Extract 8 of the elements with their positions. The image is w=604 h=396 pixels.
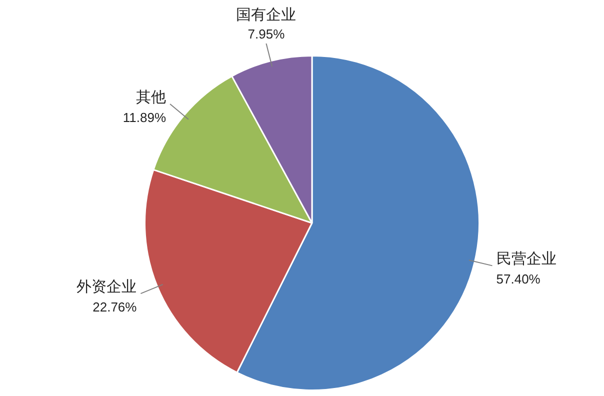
data-label: 11.89%: [122, 110, 166, 125]
data-label: 57.40%: [496, 272, 541, 287]
slice-label: 国有企业: [236, 6, 296, 24]
slice-label: 其他: [136, 88, 166, 106]
slice-label: 外资企业: [76, 278, 137, 296]
data-label: 22.76%: [92, 300, 138, 315]
data-label: 7.95%: [248, 26, 286, 42]
slice-label: 民营企业: [496, 250, 556, 268]
